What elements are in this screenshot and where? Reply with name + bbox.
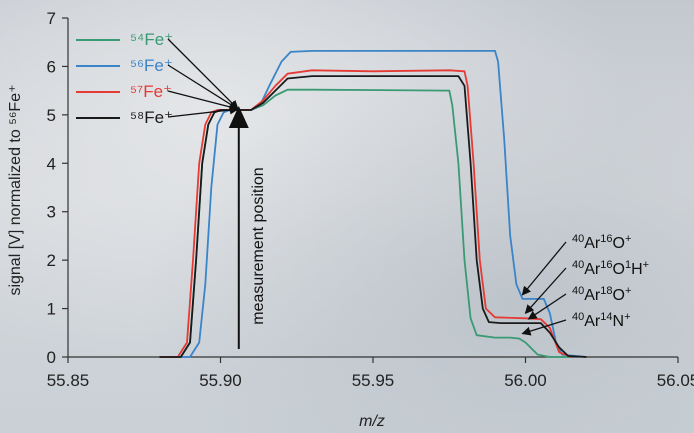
interference-part: +: [643, 259, 649, 271]
annotations: measurement position 40Ar16O+40Ar16O1H+40…: [228, 106, 649, 349]
interference-pointer-2: [527, 293, 567, 320]
legend: ⁵⁴Fe⁺ ⁵⁶Fe⁺ ⁵⁷Fe⁺ ⁵⁸Fe⁺: [76, 30, 239, 127]
legend-pointer-0: [167, 38, 239, 110]
x-axis-label: m/z: [359, 413, 385, 430]
x-tick-label: 55.95: [352, 371, 395, 390]
x-tick-label: 55.90: [199, 371, 242, 390]
interference-part: +: [624, 311, 630, 323]
interference-part: 16: [600, 233, 612, 245]
interference-part: H: [631, 261, 643, 278]
y-tick-label: 1: [47, 300, 56, 319]
series-line-2: [159, 69, 572, 358]
interference-part: 1: [625, 259, 631, 271]
y-tick-label: 6: [47, 57, 56, 76]
x-tick-label: 56.00: [504, 371, 547, 390]
interference-pointer-1: [524, 267, 567, 314]
y-tick-label: 7: [47, 9, 56, 28]
interference-part: Ar: [584, 261, 601, 278]
x-tick-label: 55.85: [47, 371, 90, 390]
interference-label-2: 40Ar18O+: [572, 285, 631, 304]
y-tick-label: 3: [47, 203, 56, 222]
interference-part: Ar: [584, 287, 601, 304]
interference-part: 14: [600, 311, 612, 323]
legend-label-1: ⁵⁶Fe⁺: [130, 56, 173, 75]
y-tick-label: 5: [47, 106, 56, 125]
x-ticks: 55.85 55.90 55.95 56.00 56.05: [47, 357, 694, 390]
interference-part: O: [613, 235, 625, 252]
series-line-3: [159, 75, 587, 358]
interference-part: O: [613, 261, 625, 278]
interference-label-1: 40Ar16O1H+: [572, 259, 649, 278]
interference-pointer-3: [521, 319, 567, 336]
y-ticks: 0 1 2 3 4 5 6 7: [47, 9, 68, 367]
interference-part: Ar: [584, 313, 601, 330]
x-tick-label: 56.05: [657, 371, 694, 390]
interference-part: 40: [572, 259, 584, 271]
y-tick-label: 4: [47, 154, 56, 173]
interference-part: O: [613, 287, 625, 304]
legend-label-0: ⁵⁴Fe⁺: [130, 30, 173, 49]
interference-label-3: 40Ar14N+: [572, 311, 631, 330]
measurement-position-label: measurement position: [250, 167, 267, 324]
legend-pointer-1: [167, 64, 239, 110]
interference-part: 18: [600, 285, 612, 297]
interference-part: +: [625, 285, 631, 297]
y-tick-label: 2: [47, 251, 56, 270]
interference-part: 40: [572, 311, 584, 323]
legend-label-2: ⁵⁷Fe⁺: [130, 82, 172, 101]
series-lines: [159, 50, 587, 358]
interference-part: 40: [572, 285, 584, 297]
measurement-arrow-head: [228, 106, 249, 128]
interference-part: +: [625, 233, 631, 245]
interference-part: 16: [600, 259, 612, 271]
y-axis-label: signal [V] normalized to ⁵⁶Fe⁺: [7, 84, 24, 295]
interference-pointer-0: [521, 241, 567, 296]
interference-part: Ar: [584, 235, 601, 252]
interference-part: N: [613, 313, 625, 330]
y-tick-label: 0: [47, 348, 56, 367]
legend-pointer-3: [167, 105, 239, 118]
interference-label-0: 40Ar16O+: [572, 233, 631, 252]
legend-label-3: ⁵⁸Fe⁺: [130, 108, 173, 127]
interference-part: 40: [572, 233, 584, 245]
series-line-1: [159, 50, 587, 358]
legend-pointer-2: [167, 90, 239, 112]
